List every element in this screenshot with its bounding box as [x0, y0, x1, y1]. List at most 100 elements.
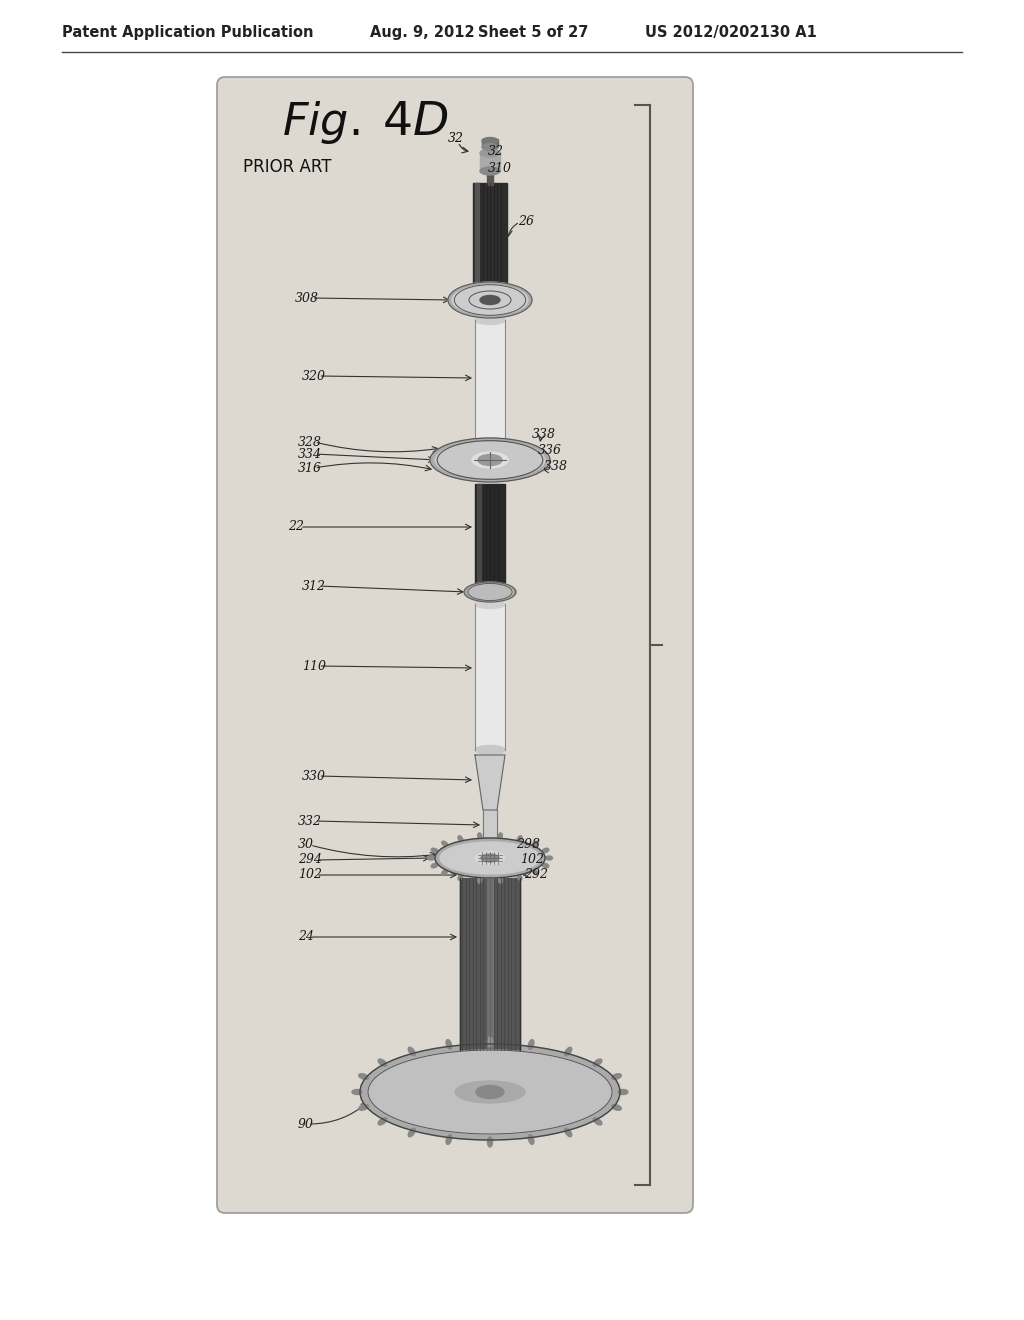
Text: Sheet 5 of 27: Sheet 5 of 27 [478, 25, 589, 40]
Ellipse shape [482, 137, 498, 144]
Ellipse shape [440, 842, 540, 874]
Ellipse shape [435, 442, 545, 478]
Text: 24: 24 [298, 931, 314, 942]
Ellipse shape [517, 836, 522, 842]
Text: 292: 292 [524, 869, 548, 880]
Ellipse shape [358, 1073, 369, 1080]
Ellipse shape [564, 1129, 571, 1137]
Ellipse shape [352, 1089, 362, 1094]
Ellipse shape [452, 285, 528, 315]
Ellipse shape [477, 876, 482, 883]
Bar [475, 484, 505, 590]
Ellipse shape [532, 870, 539, 875]
Text: 102: 102 [520, 853, 544, 866]
Text: 32: 32 [449, 132, 464, 145]
Ellipse shape [528, 1040, 534, 1049]
Ellipse shape [477, 833, 482, 840]
Ellipse shape [449, 282, 532, 318]
Text: 30: 30 [298, 838, 314, 851]
Ellipse shape [446, 1135, 452, 1144]
Ellipse shape [611, 1073, 622, 1080]
Ellipse shape [517, 874, 522, 880]
Text: 316: 316 [298, 462, 322, 475]
Text: PRIOR ART: PRIOR ART [243, 158, 332, 176]
Bar [480, 153, 500, 172]
Ellipse shape [427, 855, 434, 861]
Ellipse shape [618, 1089, 628, 1094]
Ellipse shape [542, 849, 549, 853]
Polygon shape [475, 755, 505, 810]
Text: Aug. 9, 2012: Aug. 9, 2012 [370, 25, 475, 40]
Ellipse shape [476, 1085, 504, 1098]
Text: 26: 26 [518, 215, 534, 228]
Ellipse shape [458, 836, 463, 842]
Text: 294: 294 [298, 853, 322, 866]
Ellipse shape [472, 451, 508, 469]
Ellipse shape [593, 1118, 602, 1125]
Ellipse shape [430, 438, 550, 482]
Ellipse shape [487, 1137, 493, 1147]
Text: 320: 320 [302, 370, 326, 383]
Ellipse shape [378, 1059, 387, 1067]
Text: Patent Application Publication: Patent Application Publication [62, 25, 313, 40]
Ellipse shape [467, 583, 513, 601]
Ellipse shape [478, 454, 502, 466]
Text: 336: 336 [538, 444, 562, 457]
Ellipse shape [480, 149, 500, 157]
Ellipse shape [464, 582, 516, 602]
Ellipse shape [431, 849, 438, 853]
Ellipse shape [499, 833, 503, 840]
Ellipse shape [480, 296, 500, 305]
Bar [477, 484, 481, 590]
Bar [482, 139, 498, 147]
Text: 330: 330 [302, 770, 326, 783]
Bar [487, 165, 493, 185]
Text: 338: 338 [544, 459, 568, 473]
Ellipse shape [435, 838, 545, 878]
Ellipse shape [546, 855, 553, 861]
Text: US 2012/0202130 A1: US 2012/0202130 A1 [645, 25, 817, 40]
Ellipse shape [611, 1105, 622, 1110]
Ellipse shape [475, 599, 505, 609]
Text: 102: 102 [298, 869, 322, 880]
Text: 32: 32 [488, 145, 504, 158]
Ellipse shape [475, 441, 505, 450]
Text: 90: 90 [298, 1118, 314, 1131]
Ellipse shape [458, 874, 463, 880]
Text: 308: 308 [295, 292, 319, 305]
Ellipse shape [378, 1118, 387, 1125]
Ellipse shape [409, 1129, 416, 1137]
Bar [473, 183, 507, 294]
Ellipse shape [368, 1049, 612, 1134]
Text: 298: 298 [516, 838, 540, 851]
Ellipse shape [487, 1038, 493, 1047]
Ellipse shape [475, 315, 505, 325]
Ellipse shape [358, 1105, 369, 1110]
Ellipse shape [542, 863, 549, 867]
Ellipse shape [481, 854, 499, 862]
Text: 110: 110 [302, 660, 326, 673]
Ellipse shape [441, 841, 447, 846]
Text: 312: 312 [302, 579, 326, 593]
Text: 22: 22 [288, 520, 304, 533]
Ellipse shape [482, 144, 498, 150]
Bar [475, 183, 479, 294]
Ellipse shape [475, 746, 505, 755]
Ellipse shape [593, 1059, 602, 1067]
Ellipse shape [431, 863, 438, 867]
Ellipse shape [499, 876, 503, 883]
Ellipse shape [475, 851, 505, 865]
Bar [483, 810, 497, 840]
Bar [475, 605, 505, 750]
Bar [460, 878, 520, 1049]
Bar [475, 319, 505, 445]
Text: $\mathit{Fig.}$: $\mathit{Fig.}$ [282, 99, 359, 147]
Text: 332: 332 [298, 814, 322, 828]
Ellipse shape [441, 870, 447, 875]
Text: 334: 334 [298, 447, 322, 461]
Text: 328: 328 [298, 436, 322, 449]
Bar [487, 878, 493, 1049]
Ellipse shape [409, 1047, 416, 1056]
Ellipse shape [480, 168, 500, 176]
Text: 338: 338 [532, 428, 556, 441]
